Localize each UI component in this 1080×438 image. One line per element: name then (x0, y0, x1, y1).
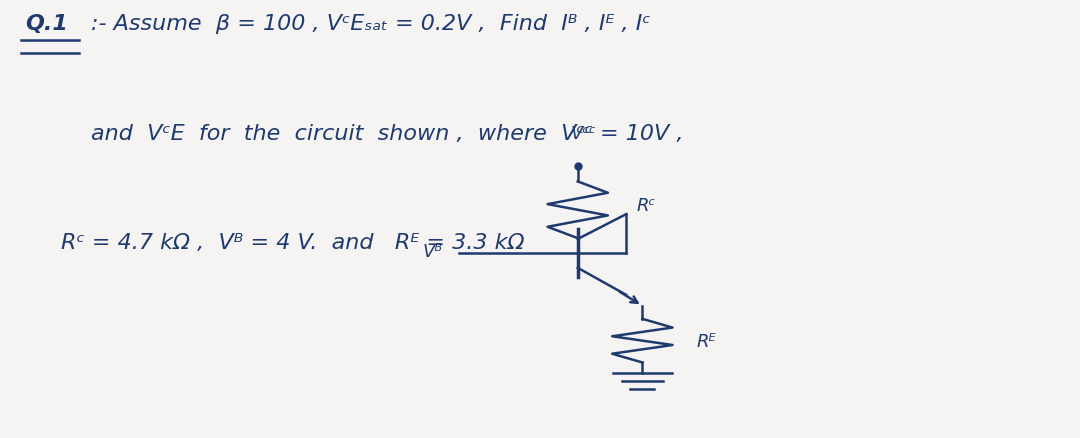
Text: Vᴮ: Vᴮ (423, 243, 443, 261)
Text: Rᶜ: Rᶜ (637, 197, 656, 215)
Text: Vᶜᶜ: Vᶜᶜ (570, 125, 596, 143)
Text: :- Assume  β = 100 , VᶜEₛₐₜ = 0.2V ,  Find  Iᴮ , Iᴱ , Iᶜ: :- Assume β = 100 , VᶜEₛₐₜ = 0.2V , Find… (91, 14, 650, 35)
Text: and  VᶜE  for  the  circuit  shown ,  where  Vᶜᶜ = 10V ,: and VᶜE for the circuit shown , where Vᶜ… (91, 123, 684, 143)
Text: Rᶜ = 4.7 kΩ ,  Vᴮ = 4 V.  and   Rᴱ = 3.3 kΩ: Rᶜ = 4.7 kΩ , Vᴮ = 4 V. and Rᴱ = 3.3 kΩ (60, 232, 524, 252)
Text: Q.1: Q.1 (25, 14, 68, 35)
Text: Rᴱ: Rᴱ (697, 332, 716, 350)
